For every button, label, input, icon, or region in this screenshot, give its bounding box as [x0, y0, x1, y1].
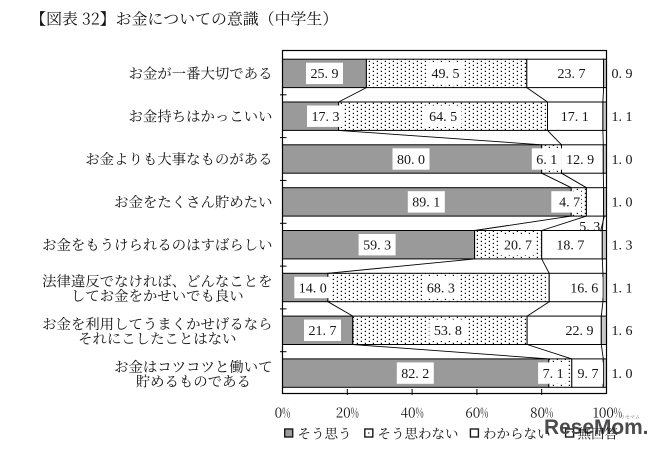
svg-text:1. 1: 1. 1 [612, 110, 633, 125]
svg-text:22. 9: 22. 9 [566, 324, 594, 339]
svg-text:59. 3: 59. 3 [363, 239, 391, 254]
svg-text:1. 0: 1. 0 [612, 153, 633, 168]
svg-text:80. 0: 80. 0 [397, 153, 425, 168]
svg-text:9. 7: 9. 7 [578, 367, 599, 382]
svg-text:53. 8: 53. 8 [434, 324, 462, 339]
svg-text:1. 1: 1. 1 [612, 281, 633, 296]
svg-text:ReseMom.: ReseMom. [544, 415, 649, 439]
svg-text:14. 0: 14. 0 [299, 281, 327, 296]
svg-text:1. 6: 1. 6 [612, 324, 633, 339]
svg-text:89. 1: 89. 1 [412, 196, 440, 211]
svg-text:0. 9: 0. 9 [612, 67, 633, 82]
svg-text:1. 0: 1. 0 [612, 196, 633, 211]
svg-text:6. 1: 6. 1 [536, 153, 557, 168]
svg-text:25. 9: 25. 9 [311, 67, 339, 82]
svg-text:68. 3: 68. 3 [427, 281, 455, 296]
svg-text:82. 2: 82. 2 [401, 367, 429, 382]
svg-text:16. 6: 16. 6 [570, 281, 598, 296]
svg-text:23. 7: 23. 7 [558, 67, 586, 82]
svg-text:18. 7: 18. 7 [556, 239, 584, 254]
svg-text:4. 7: 4. 7 [559, 196, 580, 211]
svg-text:5. 3: 5. 3 [579, 220, 600, 235]
svg-text:21. 7: 21. 7 [309, 324, 337, 339]
svg-text:1. 3: 1. 3 [612, 239, 633, 254]
svg-text:17. 3: 17. 3 [312, 110, 340, 125]
svg-text:7. 1: 7. 1 [543, 367, 564, 382]
svg-text:17. 1: 17. 1 [561, 110, 589, 125]
svg-text:12. 9: 12. 9 [566, 153, 594, 168]
svg-text:49. 5: 49. 5 [432, 67, 460, 82]
svg-text:64. 5: 64. 5 [429, 110, 457, 125]
svg-text:1. 0: 1. 0 [612, 367, 633, 382]
svg-text:20. 7: 20. 7 [504, 239, 532, 254]
